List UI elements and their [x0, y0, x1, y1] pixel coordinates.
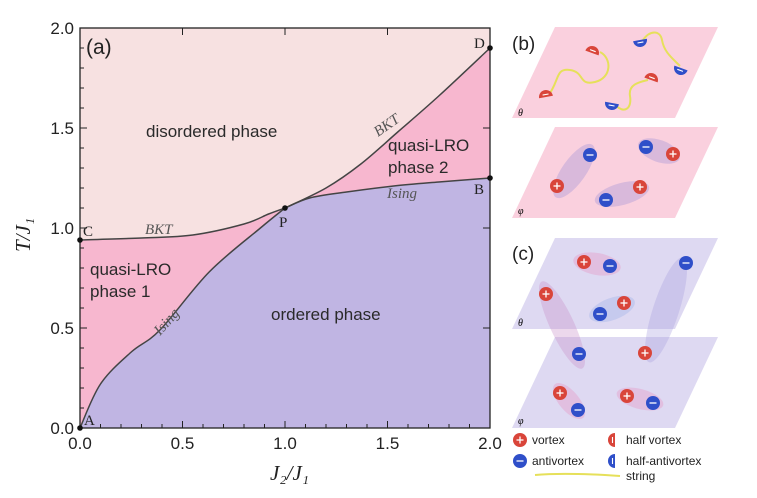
plane-label-b-phi: φ [518, 206, 524, 217]
point-label-p: P [279, 215, 287, 231]
y-axis-label: T/J₁ [11, 218, 35, 252]
x-tick-label: 1.5 [376, 434, 400, 453]
panel-label-c: (c) [512, 244, 534, 265]
legend-half-antivortex-icon [608, 454, 615, 468]
string [613, 79, 649, 111]
plane-c-theta [512, 238, 718, 329]
y-tick-label: 2.0 [50, 19, 74, 38]
x-tick-label: 0.0 [68, 434, 92, 453]
point-label-b: B [474, 182, 484, 198]
y-tick-label: 0.5 [50, 319, 74, 338]
x-tick-label: 2.0 [478, 434, 502, 453]
half-antivortex [605, 101, 619, 110]
legend-half-vortex-icon-shape [608, 433, 615, 447]
vortex [617, 296, 631, 310]
panel-label-b: (b) [512, 34, 535, 55]
point-p [282, 205, 288, 211]
line-label-bkt-low: BKT [145, 222, 174, 238]
string [642, 31, 681, 67]
y-tick-label: 1.5 [50, 119, 74, 138]
legend-antivortex-icon [513, 454, 527, 468]
region-label-quasi1-line1: quasi-LRO [90, 260, 171, 279]
x-tick-label: 1.0 [273, 434, 297, 453]
legend-string-label: string [626, 469, 655, 483]
plane-label-b-theta: θ [518, 108, 523, 119]
vortex [620, 389, 634, 403]
half-vortex [644, 73, 658, 83]
antivortex [583, 148, 597, 162]
phase-boundary-bkt-low [79, 207, 286, 241]
region-label-ordered: ordered phase [271, 305, 381, 324]
point-label-c: C [83, 224, 93, 240]
vortex [539, 287, 553, 301]
phase-boundary-ising-high [284, 177, 491, 209]
half-vortex-bar [542, 93, 549, 96]
antivortex [679, 256, 693, 270]
half-antivortex [674, 65, 688, 75]
region-label-quasi2-line1: quasi-LRO [388, 136, 469, 155]
region-label-quasi2-line2: phase 2 [388, 158, 449, 177]
vortex [666, 147, 680, 161]
y-tick-label: 0.0 [50, 419, 74, 438]
half-antivortex-bar [608, 104, 615, 107]
legend-half-antivortex-icon-shape [608, 454, 615, 468]
legend-vortex-label: vortex [532, 433, 565, 447]
phase-diagram: 0.0 0.5 1.0 1.5 2.0 0.0 0.5 1.0 1.5 2.0 [50, 19, 501, 453]
x-tick-label: 0.5 [171, 434, 195, 453]
vortex [550, 179, 564, 193]
legend-antivortex-label: antivortex [532, 454, 584, 468]
antivortex [599, 193, 613, 207]
half-vortex [585, 46, 599, 56]
legend-half-vortex-icon [608, 433, 615, 447]
point-b [487, 175, 493, 181]
half-antivortex [633, 38, 647, 47]
half-antivortex-bar [637, 41, 644, 44]
legend-half-vortex-label: half vortex [626, 433, 681, 447]
phase-boundary-bkt-high [284, 47, 491, 209]
point-label-a: A [84, 413, 95, 429]
region-label-disordered: disordered phase [146, 122, 277, 141]
plane-b-phi [512, 127, 718, 218]
antivortex [646, 396, 660, 410]
antivortex [603, 259, 617, 273]
point-a [77, 425, 83, 431]
plane-c-phi [512, 337, 718, 428]
panel-label-a: (a) [86, 36, 112, 59]
vortex [553, 386, 567, 400]
vortex [633, 180, 647, 194]
legend-string-icon [534, 472, 621, 477]
region-label-quasi1-line2: phase 1 [90, 282, 151, 301]
legend-half-antivortex-label: half-antivortex [626, 454, 701, 468]
region-ordered [80, 178, 490, 428]
vortex [577, 255, 591, 269]
pair-ellipse [644, 257, 688, 363]
antivortex [593, 307, 607, 321]
legend-vortex-icon [513, 433, 527, 447]
vortex [638, 346, 652, 360]
point-label-d: D [474, 36, 485, 52]
y-tick-label: 1.0 [50, 219, 74, 238]
plane-label-c-phi: φ [518, 416, 524, 427]
point-c [77, 237, 83, 243]
antivortex [572, 347, 586, 361]
point-d [487, 45, 493, 51]
antivortex [639, 140, 653, 154]
half-vortex-bar [648, 76, 655, 80]
phase-boundary-ising-low [79, 207, 286, 429]
x-axis-label: J₂/J₁ [270, 461, 309, 485]
line-label-ising-high: Ising [386, 186, 418, 202]
string [547, 51, 610, 97]
half-vortex [539, 90, 553, 99]
pair-ellipse [538, 281, 586, 369]
half-vortex-bar [589, 49, 596, 53]
antivortex [571, 403, 585, 417]
half-antivortex-bar [677, 68, 684, 72]
schematics [512, 27, 718, 477]
plane-label-c-theta: θ [518, 318, 523, 329]
